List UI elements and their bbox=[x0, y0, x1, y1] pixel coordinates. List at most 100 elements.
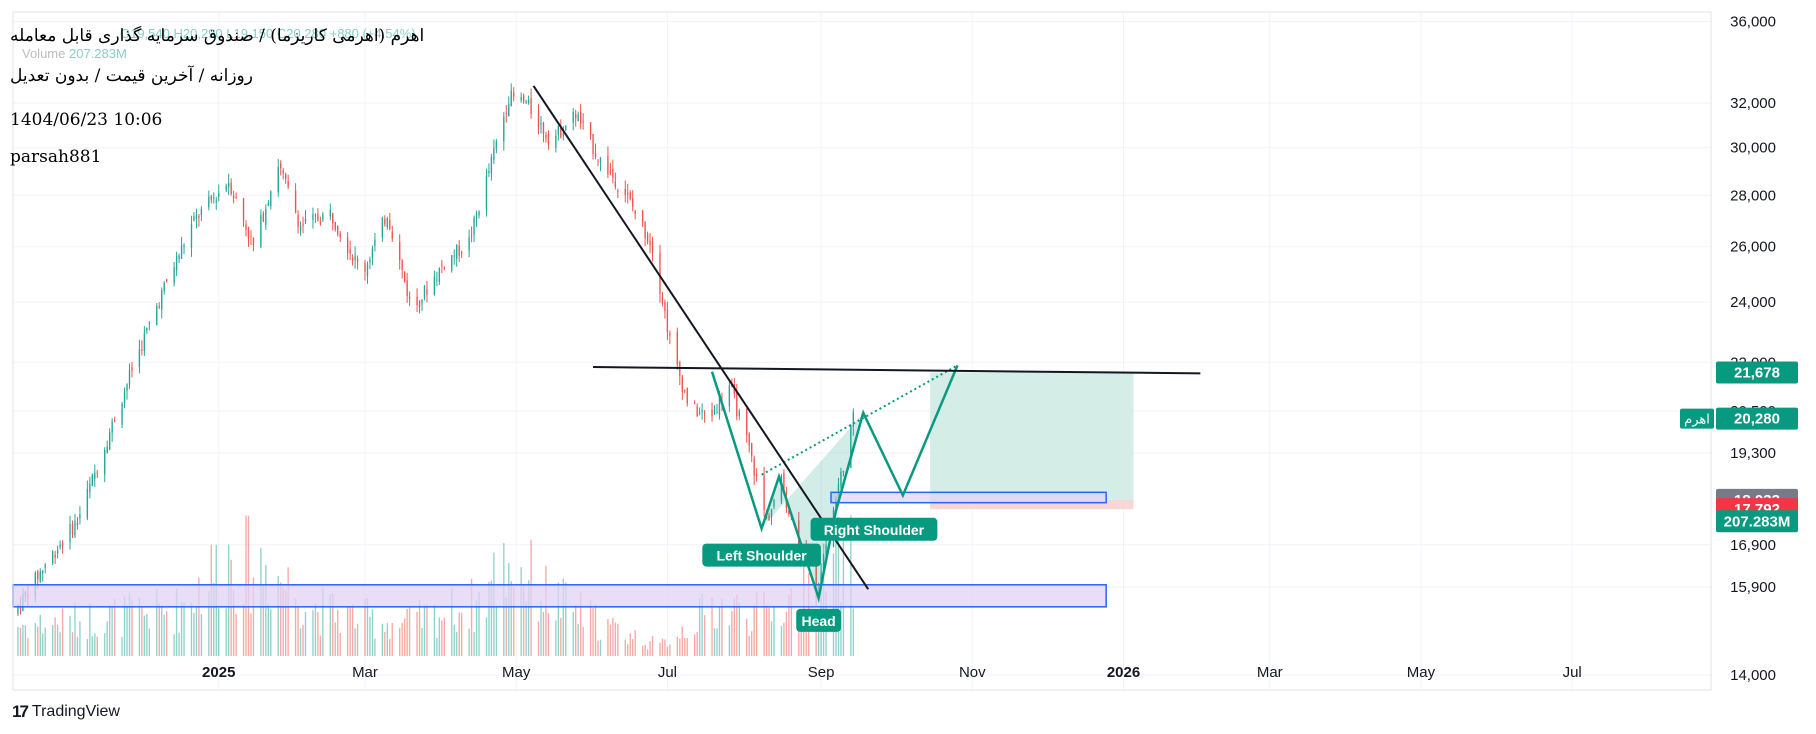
volume-bar bbox=[61, 608, 64, 656]
volume-bar bbox=[609, 624, 612, 656]
volume-bar bbox=[664, 639, 666, 656]
volume-bar bbox=[401, 623, 403, 656]
volume-bar bbox=[666, 646, 669, 656]
volume-bar bbox=[785, 611, 788, 656]
chart-drawings: Left Shoulder Head Right Shoulder bbox=[12, 85, 1201, 632]
x-tick-label: 2025 bbox=[202, 664, 235, 681]
candle-body bbox=[175, 256, 178, 271]
candle-body bbox=[131, 366, 133, 371]
candle-body bbox=[180, 245, 183, 259]
label-left-shoulder-bg bbox=[702, 543, 821, 567]
plot-border bbox=[12, 11, 1712, 691]
volume-bar bbox=[508, 563, 510, 656]
candle-body bbox=[235, 197, 237, 199]
candle-body bbox=[39, 571, 41, 582]
volume-bar bbox=[89, 603, 91, 656]
volume-bar bbox=[332, 593, 334, 656]
volume-bar bbox=[399, 628, 401, 656]
volume-bar bbox=[27, 638, 29, 656]
candle-body bbox=[208, 196, 210, 208]
volume-bar bbox=[438, 617, 441, 656]
candle-body bbox=[399, 242, 401, 261]
candle-body bbox=[287, 181, 289, 188]
candle-body bbox=[349, 249, 351, 254]
candle-body bbox=[530, 97, 532, 115]
candle-body bbox=[525, 101, 527, 104]
brand-name: TradingView bbox=[31, 703, 120, 720]
candle-body bbox=[751, 443, 753, 456]
candle-body bbox=[815, 556, 817, 598]
candle-body bbox=[562, 133, 564, 136]
candle-body bbox=[156, 306, 158, 326]
candle-body bbox=[294, 190, 297, 213]
candle-body bbox=[493, 148, 495, 161]
volume-bar bbox=[389, 638, 391, 656]
candle-body bbox=[485, 175, 488, 210]
volume-bar bbox=[161, 605, 163, 656]
volume-bar bbox=[711, 597, 713, 656]
volume-bar bbox=[34, 623, 36, 656]
candle-body bbox=[537, 110, 540, 128]
volume-bar bbox=[696, 632, 698, 656]
volume-bar bbox=[470, 578, 473, 656]
candle-body bbox=[230, 182, 232, 195]
candle-body bbox=[627, 192, 629, 195]
y-tick-label: 24,000 bbox=[1730, 294, 1776, 311]
volume-readout: Volume 207.283M bbox=[22, 46, 127, 61]
volume-bar bbox=[681, 626, 683, 656]
volume-bar bbox=[651, 635, 654, 656]
candle-body bbox=[339, 233, 341, 238]
price-tag-label: 20,280 bbox=[1734, 411, 1780, 428]
candle-body bbox=[366, 264, 369, 276]
candle-body bbox=[825, 545, 827, 555]
label-head-bg bbox=[796, 608, 842, 632]
volume-bar bbox=[146, 614, 148, 656]
candle-body bbox=[128, 370, 131, 385]
candle-body bbox=[763, 475, 765, 510]
volume-bar bbox=[406, 608, 408, 656]
volume-bar bbox=[230, 559, 232, 656]
volume-bar bbox=[218, 608, 220, 656]
volume-bar bbox=[163, 614, 165, 656]
volume-bar bbox=[490, 580, 493, 656]
candle-body bbox=[634, 210, 636, 214]
candle-body bbox=[334, 221, 336, 230]
candle-body bbox=[540, 122, 542, 125]
candle-body bbox=[252, 237, 255, 245]
candle-body bbox=[227, 183, 230, 188]
candle-body bbox=[94, 472, 96, 479]
volume-bar bbox=[736, 594, 738, 656]
volume-bar bbox=[644, 644, 646, 656]
candle-body bbox=[460, 252, 463, 254]
candle-body bbox=[716, 412, 718, 414]
candle-body bbox=[51, 551, 54, 563]
candle-body bbox=[632, 198, 634, 207]
volume-bar bbox=[138, 597, 141, 656]
volume-bar bbox=[250, 613, 252, 656]
candle-body bbox=[284, 173, 287, 180]
candle-body bbox=[74, 521, 76, 536]
candle-body bbox=[614, 181, 617, 188]
volume-bar bbox=[475, 599, 478, 656]
volume-bar bbox=[267, 604, 270, 656]
price-tag-bg bbox=[1716, 407, 1798, 430]
volume-bar bbox=[42, 633, 44, 656]
candle-body bbox=[250, 235, 252, 237]
volume-bar bbox=[731, 610, 733, 656]
volume-bar bbox=[113, 599, 116, 656]
volume-bar bbox=[225, 608, 227, 656]
candle-body bbox=[126, 384, 128, 391]
volume-bar bbox=[661, 638, 664, 656]
candle-body bbox=[265, 209, 267, 225]
candle-body bbox=[577, 114, 579, 122]
volume-bar bbox=[51, 624, 54, 656]
volume-bar bbox=[805, 626, 807, 656]
candle-body bbox=[56, 549, 59, 554]
volume-bar bbox=[748, 635, 750, 656]
candle-body bbox=[646, 234, 649, 243]
tradingview-brand[interactable]: 17 TradingView bbox=[12, 702, 120, 722]
volume-bar bbox=[441, 620, 443, 656]
volume-bar bbox=[763, 591, 765, 656]
candle-body bbox=[406, 280, 408, 296]
